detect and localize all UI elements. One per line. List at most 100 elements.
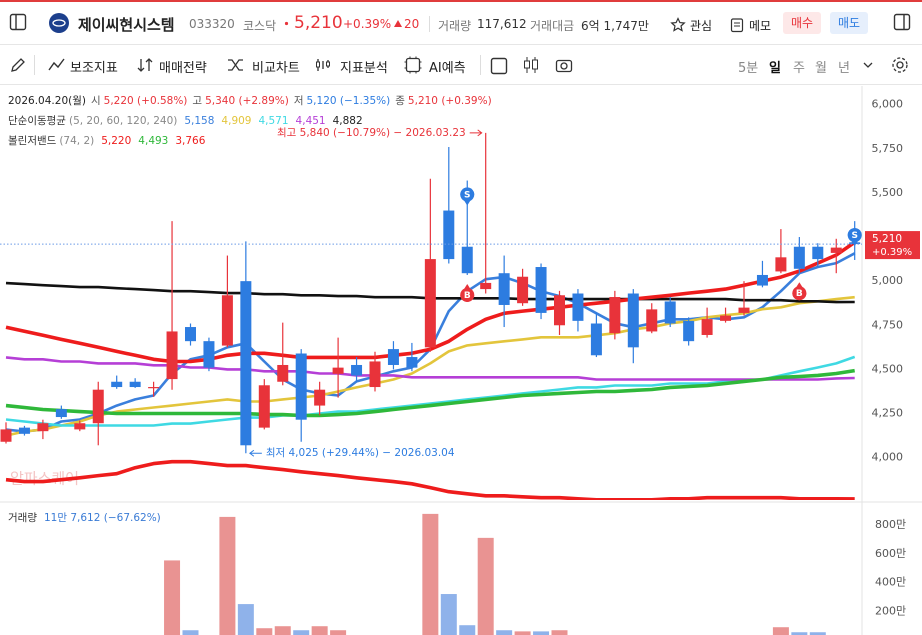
signal-dot xyxy=(460,187,475,202)
legend-item: 4,451 xyxy=(296,115,326,127)
signal-dot xyxy=(460,287,475,302)
market: 코스닥 xyxy=(243,19,277,33)
stock-logo xyxy=(49,13,69,33)
up-arrow xyxy=(394,20,402,27)
legend-item: 5,340 (+2.89%) xyxy=(205,95,289,107)
volume-bar xyxy=(422,513,439,635)
volume-bar xyxy=(533,631,550,635)
legend-item: (5, 20, 60, 120, 240) xyxy=(69,115,177,127)
legend-item: 4,909 xyxy=(221,115,251,127)
compare-icon[interactable] xyxy=(227,57,245,73)
y-tick-label: 4,250 xyxy=(872,407,904,420)
draw-icon[interactable] xyxy=(9,56,27,74)
candle-body xyxy=(572,293,584,321)
y-tick-label: 600만 xyxy=(875,547,906,560)
legend-item: 고 xyxy=(192,95,202,107)
legend-item: 5,220 (+0.58%) xyxy=(104,95,188,107)
tool-button[interactable]: 보조지표 xyxy=(70,61,118,76)
indicator-line xyxy=(5,459,855,500)
star-icon[interactable] xyxy=(670,17,686,33)
panel-icon[interactable] xyxy=(9,13,27,31)
period-button[interactable]: 5분 xyxy=(738,61,759,76)
volume-bar xyxy=(477,537,494,635)
signal-label: S xyxy=(851,231,857,241)
period-button[interactable]: 년 xyxy=(838,61,850,76)
volume-bar xyxy=(459,625,476,635)
memo-icon[interactable] xyxy=(729,17,745,33)
candle-body xyxy=(738,307,750,313)
candle-body xyxy=(0,429,12,442)
sell-button[interactable]: 매도 xyxy=(830,12,869,34)
plot-area xyxy=(0,132,861,500)
indicator-line xyxy=(5,356,855,381)
candle-body xyxy=(314,389,326,406)
panel-icon[interactable] xyxy=(893,13,911,31)
candle-body xyxy=(517,276,529,304)
volume-bar xyxy=(256,628,273,635)
candle-body xyxy=(443,210,455,260)
stock-header: 제이씨현시스템 033320 코스닥 5,210 +0.39% 20 거래량 1… xyxy=(0,0,922,45)
analysis-icon[interactable] xyxy=(315,57,333,73)
candle-icon[interactable] xyxy=(522,56,540,74)
volume-bar xyxy=(772,627,789,635)
legend-item: (74, 2) xyxy=(59,135,94,147)
annotation: 최고 5,840 (−10.79%) − 2026.03.23 xyxy=(277,127,466,139)
legend: 2026.04.20(월) 시 5,220 (+0.58%) 고 5,340 (+2.8… xyxy=(8,95,492,107)
y-tick-label: 4,750 xyxy=(872,318,904,331)
volume-bar xyxy=(440,594,457,635)
memo-button[interactable]: 메모 xyxy=(749,19,772,33)
period-button[interactable]: 주 xyxy=(793,61,805,76)
ai-icon[interactable] xyxy=(404,56,422,74)
candle-body xyxy=(812,246,824,260)
volume-bar xyxy=(809,632,826,635)
signal-dot xyxy=(847,228,862,243)
legend-item: 저 xyxy=(294,95,304,107)
divider xyxy=(480,55,481,75)
candle-body xyxy=(240,281,252,446)
amount-label: 거래대금 xyxy=(530,19,575,33)
square-icon[interactable] xyxy=(490,57,508,75)
divider xyxy=(429,16,430,32)
volume-area xyxy=(164,513,826,635)
legend: 볼린저밴드 (74, 2) 5,220 4,493 3,766 xyxy=(8,135,206,147)
legend-item: 단순이동평균 xyxy=(8,115,66,127)
volume-bar xyxy=(293,630,310,635)
volume-bar xyxy=(274,626,291,635)
candle-body xyxy=(369,361,381,388)
candle-body xyxy=(221,295,233,346)
period-button[interactable]: 일 xyxy=(769,61,781,76)
tool-button[interactable]: 매매전략 xyxy=(159,61,207,76)
settings-icon[interactable] xyxy=(891,56,909,74)
tool-button[interactable]: AI예측 xyxy=(429,61,466,76)
chevron[interactable] xyxy=(862,60,874,70)
candle-body xyxy=(111,381,123,388)
signal-label: B xyxy=(464,291,471,301)
period-button[interactable]: 월 xyxy=(815,61,827,76)
candle-body xyxy=(683,320,695,342)
volume-value: 11만 7,612 (−67.62%) xyxy=(44,512,161,524)
legend-item: 4,493 xyxy=(138,135,168,147)
indicator-line xyxy=(5,355,856,427)
indicator-icon[interactable] xyxy=(48,57,66,73)
legend-item: 5,210 (+0.39%) xyxy=(408,95,492,107)
y-tick-label: 4,500 xyxy=(872,362,904,375)
price-tag-label: 5,210 xyxy=(872,233,902,245)
tool-button[interactable]: 비교차트 xyxy=(252,61,300,76)
candle-body xyxy=(74,423,86,430)
strategy-icon[interactable] xyxy=(137,57,155,73)
buy-button[interactable]: 매수 xyxy=(783,12,822,34)
toolbar: 보조지표 매매전략 비교차트 지표분석 AI예측 5분 일 주 월 년 xyxy=(0,45,922,85)
camera-icon[interactable] xyxy=(555,57,573,73)
volume-bar xyxy=(219,516,236,635)
favorite-button[interactable]: 관심 xyxy=(690,19,713,33)
candle-body xyxy=(406,357,418,368)
legend-item: 볼린저밴드 xyxy=(8,135,57,147)
candle-body xyxy=(646,309,658,332)
candle-body xyxy=(129,381,141,388)
candle-body xyxy=(535,267,547,313)
tool-button[interactable]: 지표분석 xyxy=(340,61,388,76)
legend: 단순이동평균 (5, 20, 60, 120, 240) 5,158 4,909 4,5… xyxy=(8,115,363,127)
legend-item: 5,158 xyxy=(184,115,214,127)
candle-body xyxy=(18,427,30,434)
legend-item: 2026.04.20(월) xyxy=(8,95,86,107)
